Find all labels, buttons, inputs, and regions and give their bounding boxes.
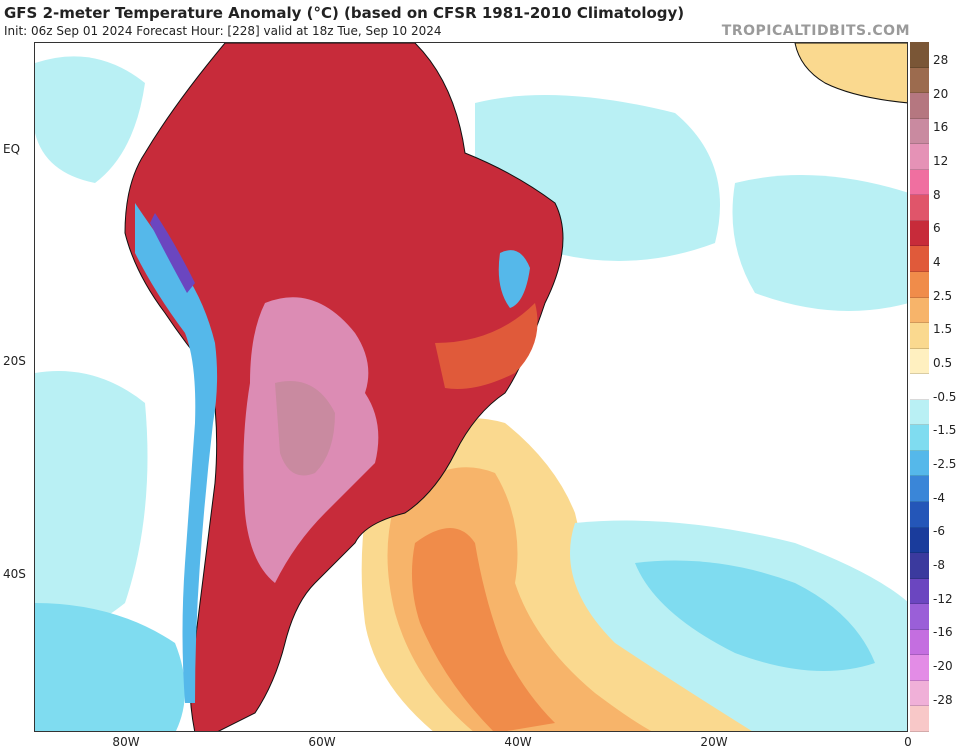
colorbar-swatch bbox=[910, 195, 929, 221]
forecast-info: Init: 06z Sep 01 2024 Forecast Hour: [22… bbox=[4, 24, 442, 38]
andes-cold-strip bbox=[135, 203, 218, 703]
colorbar-swatch bbox=[910, 680, 929, 707]
northeast-brazil-cool-spot bbox=[498, 250, 530, 308]
colorbar-label: -8 bbox=[933, 557, 945, 572]
colorbar-label: 1.5 bbox=[933, 322, 953, 337]
mauve-anomaly-core bbox=[275, 381, 335, 476]
colorbar-swatch bbox=[910, 42, 929, 68]
colorbar-label: 0.5 bbox=[933, 355, 953, 370]
cool-anomaly-pacific-south bbox=[35, 371, 148, 635]
lon-label-60w: 60W bbox=[308, 735, 336, 749]
colorbar-swatch bbox=[910, 348, 929, 375]
colorbar-swatch bbox=[910, 655, 929, 681]
colorbar-label: 16 bbox=[933, 120, 949, 135]
colorbar-swatch bbox=[910, 629, 929, 656]
colorbar-swatch bbox=[910, 578, 929, 605]
colorbar-label: 6 bbox=[933, 221, 941, 236]
colorbar-label: 12 bbox=[933, 153, 949, 168]
colorbar-swatch bbox=[910, 272, 929, 298]
colorbar-swatch bbox=[910, 502, 929, 528]
colorbar-swatch bbox=[910, 527, 929, 554]
lon-label-0: 0 bbox=[904, 735, 912, 749]
anomaly-map bbox=[34, 42, 908, 732]
colorbar-swatch bbox=[910, 118, 929, 145]
colorbar-label: 8 bbox=[933, 187, 941, 202]
colorbar-swatch bbox=[910, 323, 929, 349]
colorbar-swatch bbox=[910, 553, 929, 579]
colorbar-label: -1.5 bbox=[933, 423, 957, 438]
colorbar-label: 28 bbox=[933, 53, 949, 67]
lat-label-eq: EQ bbox=[3, 142, 21, 156]
cool-anomaly-pacific-north bbox=[35, 56, 145, 184]
colorbar-swatch bbox=[910, 169, 929, 196]
cold-anomaly-south-atlantic bbox=[635, 560, 875, 671]
colorbar-swatch bbox=[910, 425, 929, 451]
colorbar-swatch bbox=[910, 706, 929, 732]
brand-watermark: TROPICALTIDBITS.COM bbox=[721, 23, 910, 39]
colorbar-label: -6 bbox=[933, 524, 945, 539]
colorbar-label: -16 bbox=[933, 625, 953, 640]
colorbar-swatch bbox=[910, 67, 929, 94]
colorbar-label: -2.5 bbox=[933, 456, 957, 471]
colorbar-swatch bbox=[910, 144, 929, 170]
map-canvas bbox=[35, 43, 907, 731]
colorbar-swatch bbox=[910, 399, 929, 426]
colorbar-label: -20 bbox=[933, 658, 953, 673]
lat-label-40s: 40S bbox=[3, 567, 26, 581]
temperature-colorbar: 28 20 16 12 8 6 4 2.5 1.5 0.5 -0.5 -1.5 -2.5 -4 -6 -8 -1… bbox=[910, 42, 960, 732]
lat-label-20s: 20S bbox=[3, 354, 26, 368]
colorbar-label: -28 bbox=[933, 692, 953, 707]
colorbar-label: -4 bbox=[933, 490, 945, 505]
lon-label-40w: 40W bbox=[504, 735, 532, 749]
colorbar-label: 4 bbox=[933, 254, 941, 269]
cold-anomaly-southwest bbox=[35, 603, 185, 731]
colorbar-swatch bbox=[910, 374, 929, 400]
colorbar-swatch bbox=[910, 93, 929, 119]
colorbar-label: -0.5 bbox=[933, 389, 957, 404]
cool-anomaly-east bbox=[732, 175, 907, 311]
lon-label-80w: 80W bbox=[112, 735, 140, 749]
map-title: GFS 2-meter Temperature Anomaly (°C) (ba… bbox=[4, 4, 685, 22]
andes-very-cold-patch bbox=[150, 213, 195, 293]
colorbar-label: 20 bbox=[933, 86, 949, 101]
warm-anomaly-south-atlantic-core bbox=[411, 528, 555, 731]
colorbar-swatch bbox=[910, 604, 929, 630]
colorbar-swatch bbox=[910, 220, 929, 247]
colorbar-swatch bbox=[910, 450, 929, 477]
coastal-warm-band bbox=[435, 303, 538, 389]
colorbar-label: 2.5 bbox=[933, 288, 953, 303]
colorbar-swatch bbox=[910, 246, 929, 272]
colorbar-swatch bbox=[910, 476, 929, 502]
colorbar-label: -12 bbox=[933, 591, 953, 606]
colorbar-swatch bbox=[910, 297, 929, 324]
lon-label-20w: 20W bbox=[700, 735, 728, 749]
africa-landmass bbox=[794, 43, 907, 104]
